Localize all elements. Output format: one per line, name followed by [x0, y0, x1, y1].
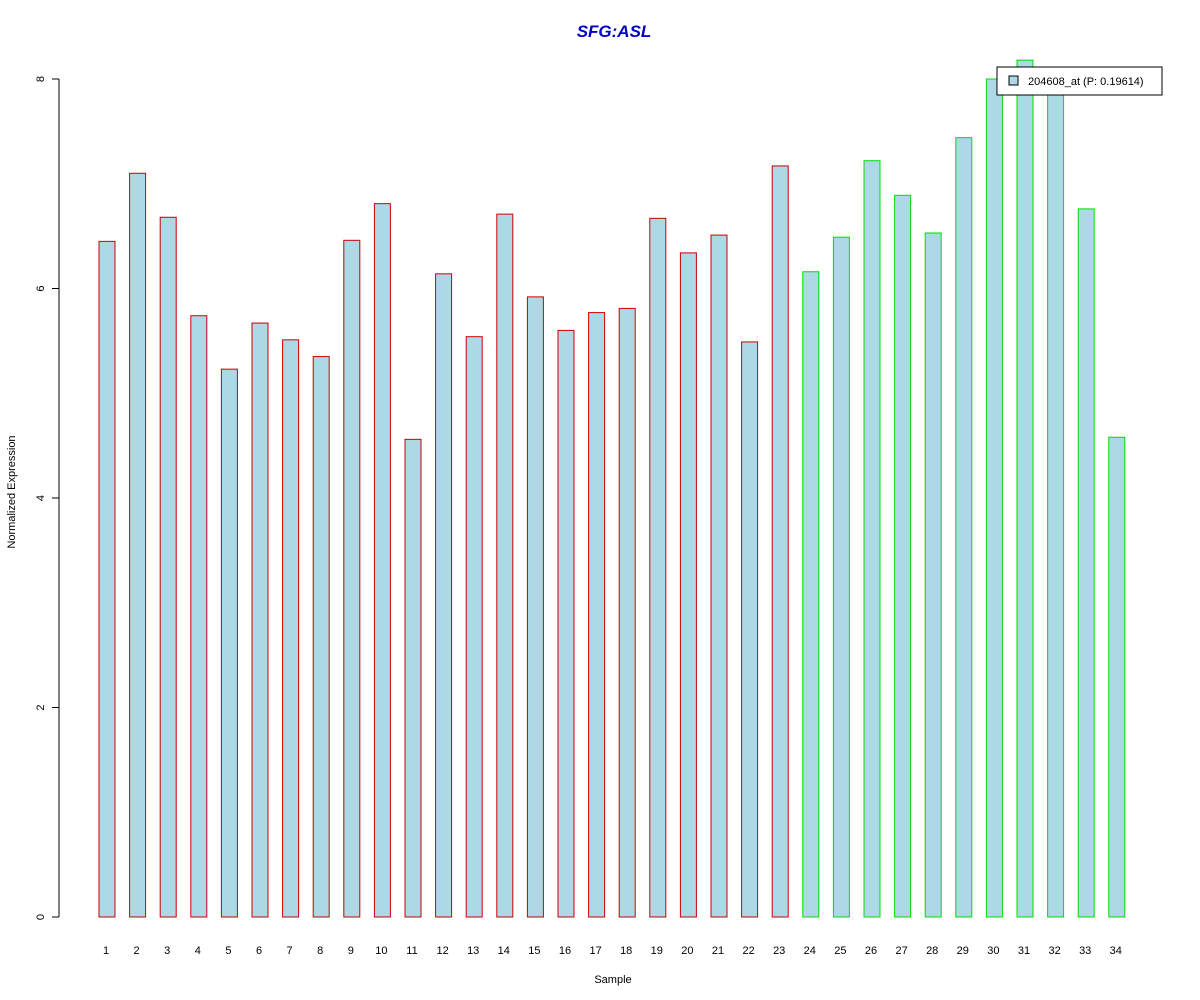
x-tick-label: 9: [348, 945, 354, 957]
x-tick-label: 31: [1018, 945, 1030, 957]
bar-sample-34: [1108, 436, 1126, 918]
bar-sample-33: [1077, 208, 1095, 918]
bar-sample-25: [832, 236, 850, 918]
x-tick-label: 24: [804, 945, 816, 957]
x-tick-label: 19: [651, 945, 663, 957]
x-tick-label: 1: [103, 945, 109, 957]
y-tick-label: 6: [35, 285, 47, 291]
x-tick-label: 8: [317, 945, 323, 957]
bar-sample-14: [496, 213, 514, 918]
bar-sample-13: [465, 336, 483, 918]
bars: [98, 59, 1126, 918]
legend-swatch: [1008, 75, 1019, 86]
y-tick-label: 0: [35, 914, 47, 920]
bar-sample-2: [129, 172, 147, 918]
bar-sample-19: [649, 217, 667, 918]
bar-sample-21: [710, 234, 728, 918]
x-axis-tick-labels: 1 2 3 4 5 6 7 8 9 10 11 12 13 14 15 16 17 18 19 20 21 22 23 24 2…: [103, 945, 1122, 957]
x-tick-label: 28: [926, 945, 938, 957]
bar-sample-32: [1047, 94, 1065, 918]
bar-sample-23: [771, 165, 789, 918]
bar-sample-3: [159, 216, 177, 918]
y-tick-label: 2: [35, 704, 47, 710]
bar-sample-1: [98, 240, 116, 918]
bar-sample-18: [618, 307, 636, 918]
x-tick-label: 12: [436, 945, 448, 957]
x-tick-label: 27: [895, 945, 907, 957]
bar-sample-10: [373, 203, 391, 918]
x-tick-label: 5: [225, 945, 231, 957]
x-tick-label: 33: [1079, 945, 1091, 957]
bar-sample-29: [955, 137, 973, 918]
x-axis-label: Sample: [594, 974, 631, 986]
bar-sample-11: [404, 438, 422, 918]
x-tick-label: 15: [528, 945, 540, 957]
bar-sample-7: [282, 339, 300, 918]
x-tick-label: 13: [467, 945, 479, 957]
x-tick-label: 7: [287, 945, 293, 957]
y-axis-label: Normalized Expression: [6, 435, 18, 548]
bar-sample-9: [343, 239, 361, 918]
y-axis: 0 2 4 6 8: [35, 76, 60, 920]
legend-label: 204608_at (P: 0.19614): [1028, 76, 1144, 88]
legend-box: [996, 66, 1163, 96]
bar-sample-4: [190, 315, 208, 918]
bar-sample-30: [985, 78, 1003, 918]
bar-sample-8: [312, 356, 330, 918]
x-tick-label: 22: [742, 945, 754, 957]
legend: 204608_at (P: 0.19614): [996, 66, 1163, 96]
x-tick-label: 32: [1048, 945, 1060, 957]
y-tick-label: 4: [35, 495, 47, 501]
x-tick-label: 26: [865, 945, 877, 957]
x-tick-label: 10: [375, 945, 387, 957]
x-tick-label: 30: [987, 945, 999, 957]
x-tick-label: 17: [589, 945, 601, 957]
bar-sample-28: [924, 232, 942, 918]
y-tick-label: 8: [35, 76, 47, 82]
bar-sample-6: [251, 322, 269, 918]
x-tick-label: 20: [681, 945, 693, 957]
bar-sample-12: [435, 273, 453, 918]
x-tick-label: 16: [559, 945, 571, 957]
bar-sample-20: [679, 252, 697, 918]
x-tick-label: 21: [712, 945, 724, 957]
x-tick-label: 23: [773, 945, 785, 957]
bar-sample-5: [220, 368, 238, 918]
bar-sample-15: [526, 296, 544, 918]
bar-sample-16: [557, 329, 575, 918]
x-tick-label: 34: [1110, 945, 1122, 957]
x-tick-label: 25: [834, 945, 846, 957]
bar-sample-17: [588, 312, 606, 918]
x-tick-label: 6: [256, 945, 262, 957]
bar-sample-26: [863, 160, 881, 918]
bar-sample-22: [741, 341, 759, 918]
x-tick-label: 14: [498, 945, 510, 957]
x-tick-label: 3: [164, 945, 170, 957]
x-tick-label: 18: [620, 945, 632, 957]
x-tick-label: 11: [406, 945, 417, 957]
x-tick-label: 2: [134, 945, 140, 957]
chart-title: SFG:ASL: [577, 22, 652, 41]
x-tick-label: 4: [195, 945, 201, 957]
x-tick-label: 29: [957, 945, 969, 957]
bar-sample-24: [802, 271, 820, 918]
bar-sample-31: [1016, 59, 1034, 918]
bar-sample-27: [894, 194, 912, 918]
